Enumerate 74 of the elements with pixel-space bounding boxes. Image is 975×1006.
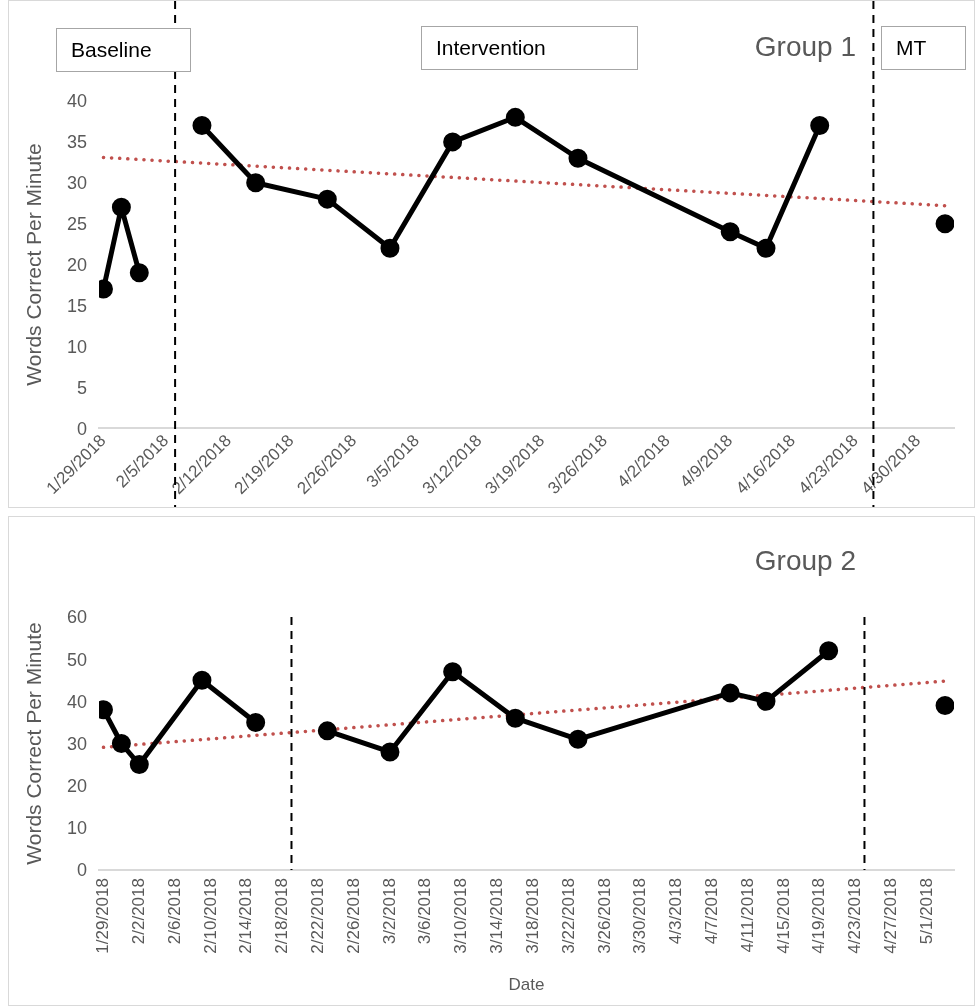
x-tick-label: 3/30/2018 [630, 878, 650, 954]
point [380, 238, 400, 258]
point [819, 641, 839, 661]
text: Intervention [421, 26, 638, 70]
x-tick-label: 3/18/2018 [522, 878, 542, 954]
x-tick-label: 4/27/2018 [881, 878, 901, 954]
point [935, 214, 954, 234]
point [111, 734, 131, 753]
point [317, 189, 337, 209]
point [810, 116, 830, 136]
point [720, 222, 740, 242]
x-tick-label: 2/26/2018 [343, 878, 363, 954]
x-tick-label: 3/6/2018 [415, 878, 435, 945]
point [756, 691, 776, 711]
y-tick-label: 0 [76, 860, 87, 881]
x-tick-label: 4/7/2018 [701, 878, 721, 945]
point [246, 712, 266, 732]
x-tick-label: 2/22/2018 [308, 878, 328, 954]
x-tick-label: 2/10/2018 [200, 878, 220, 954]
y-axis-title: Words Correct Per Minute [22, 622, 46, 865]
point [443, 662, 463, 682]
y-tick-label: 0 [76, 418, 87, 439]
point [505, 708, 525, 728]
x-tick-label: 3/22/2018 [558, 878, 578, 954]
x-tick-label: 2/18/2018 [272, 878, 292, 954]
x-axis-title: Date [508, 975, 545, 995]
y-tick-label: 30 [66, 173, 87, 194]
point [246, 173, 266, 193]
x-tick-label: 3/2/2018 [379, 878, 399, 945]
x-tick-label: 2/6/2018 [164, 878, 184, 945]
y-tick-label: 5 [76, 377, 87, 398]
y-tick-label: 30 [66, 733, 87, 754]
y-tick-label: 15 [66, 295, 87, 316]
point [129, 755, 149, 775]
y-tick-label: 40 [66, 691, 87, 712]
text: Baseline [56, 28, 191, 72]
y-tick-label: 25 [66, 214, 87, 235]
point [720, 683, 740, 703]
point [505, 107, 525, 127]
point [129, 263, 149, 283]
point [192, 670, 212, 690]
point [568, 148, 588, 168]
chart-title: Group 1 [754, 31, 856, 63]
x-tick-label: 5/1/2018 [916, 878, 936, 945]
y-tick-label: 35 [66, 132, 87, 153]
x-tick-label: 3/10/2018 [451, 878, 471, 954]
y-tick-label: 50 [66, 649, 87, 670]
point [568, 729, 588, 749]
x-tick-label: 4/19/2018 [809, 878, 829, 954]
point [935, 696, 954, 716]
x-tick-label: 2/14/2018 [236, 878, 256, 954]
y-tick-label: 20 [66, 776, 87, 797]
x-tick-label: 2/2/2018 [128, 878, 148, 945]
text: MT [881, 26, 966, 70]
y-tick-label: 20 [66, 255, 87, 276]
point [443, 132, 463, 152]
point [317, 721, 337, 741]
y-axis-title: Words Correct Per Minute [22, 143, 46, 386]
y-tick-label: 60 [66, 607, 87, 628]
x-tick-label: 4/23/2018 [845, 878, 865, 954]
point [192, 116, 212, 136]
chart-title: Group 2 [754, 545, 856, 577]
point [380, 742, 400, 762]
point [756, 238, 776, 258]
x-tick-label: 4/3/2018 [666, 878, 686, 945]
x-tick-label: 3/26/2018 [594, 878, 614, 954]
x-tick-label: 3/14/2018 [487, 878, 507, 954]
x-tick-label: 4/11/2018 [737, 878, 757, 953]
x-tick-label: 1/29/2018 [93, 878, 113, 954]
x-tick-label: 4/15/2018 [773, 878, 793, 954]
point [111, 197, 131, 217]
y-tick-label: 40 [66, 91, 87, 112]
y-tick-label: 10 [66, 818, 87, 839]
y-tick-label: 10 [66, 336, 87, 357]
